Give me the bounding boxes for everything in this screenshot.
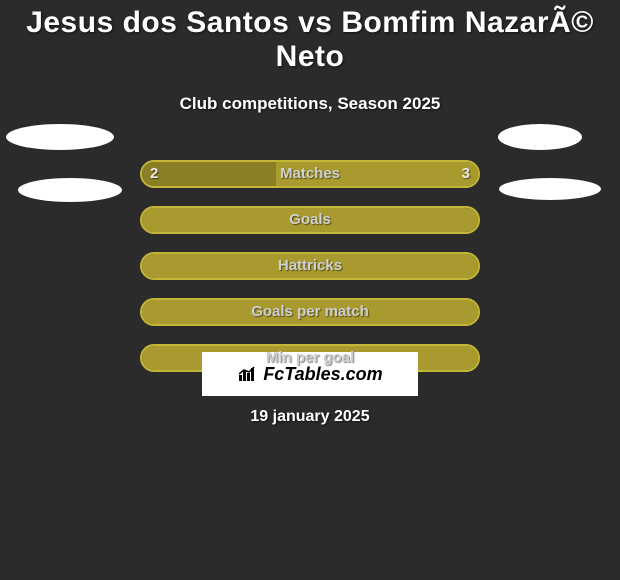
stat-label: Goals per match [140,298,480,326]
stat-label: Goals [140,206,480,234]
stat-row: Hattricks [0,252,620,280]
date: 19 january 2025 [0,408,620,426]
stat-row: Goals per match [0,298,620,326]
stat-value-right: 3 [462,160,470,188]
decorative-ellipse [6,124,114,150]
page-title: Jesus dos Santos vs Bomfim NazarÃ© Neto [0,0,620,74]
decorative-ellipse [498,124,582,150]
stat-row: Goals [0,206,620,234]
stat-label: Hattricks [140,252,480,280]
decorative-ellipse [18,178,122,202]
stat-row: Min per goal [0,344,620,372]
stat-label: Min per goal [140,344,480,372]
decorative-ellipse [499,178,601,200]
subtitle: Club competitions, Season 2025 [0,94,620,114]
stat-value-left: 2 [150,160,158,188]
stat-label: Matches [140,160,480,188]
